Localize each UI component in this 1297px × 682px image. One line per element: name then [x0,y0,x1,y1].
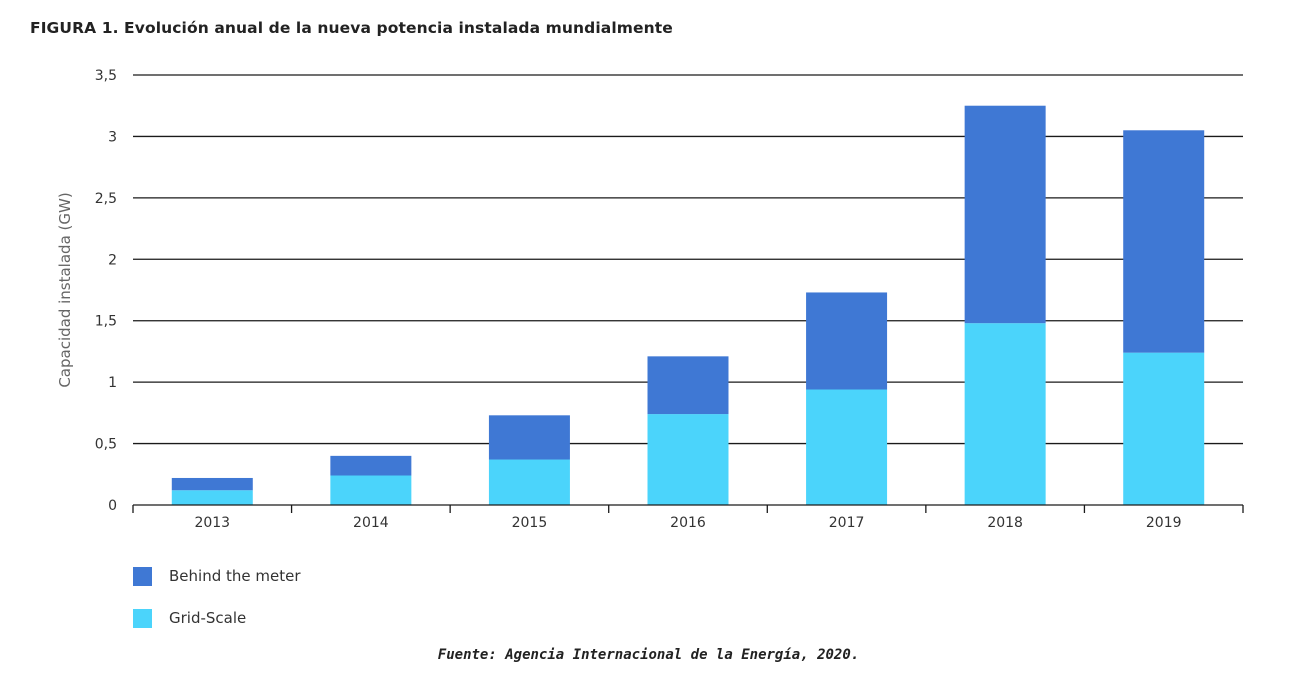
x-tick-label: 2018 [987,515,1023,531]
bar-behind-the-meter-2013 [171,477,253,491]
bar-grid-scale-2015 [488,459,570,505]
legend-item-behind-the-meter: Behind the meter [133,565,301,587]
y-tick-label: 2,5 [95,191,117,207]
x-tick-label: 2019 [1146,515,1182,531]
x-tick-label: 2013 [194,515,230,531]
bar-behind-the-meter-2017 [806,292,888,390]
y-tick-label: 3,5 [95,68,117,84]
bar-grid-scale-2016 [647,414,729,505]
x-tick-label: 2017 [829,515,865,531]
bar-grid-scale-2018 [964,323,1046,505]
x-tick-label: 2016 [670,515,706,531]
y-tick-label: 1 [108,375,117,391]
bar-grid-scale-2019 [1123,352,1205,505]
y-tick-label: 0,5 [95,437,117,453]
y-tick-labels: 0 0,5 1 1,5 2 2,5 3 3,5 [95,68,117,514]
legend-swatch-grid-scale [133,608,152,628]
bar-chart: 2013 2014 2015 2016 2017 2018 2019 0 0,5 1 1,5 2 2,… [56,68,1244,531]
bar-behind-the-meter-2015 [488,415,570,460]
y-tick-label: 3 [108,129,117,145]
y-tick-label: 1,5 [95,314,117,330]
x-axis: 2013 2014 2015 2016 2017 2018 2019 [132,504,1244,531]
legend-swatch-behind-the-meter [133,566,152,586]
y-tick-label: 2 [108,252,117,268]
bar-behind-the-meter-2018 [964,105,1046,324]
bars [171,105,1205,505]
legend-item-grid-scale: Grid-Scale [133,607,246,629]
figure-title: FIGURA 1. Evolución anual de la nueva po… [30,19,673,37]
bar-grid-scale-2014 [330,475,412,505]
x-tick-label: 2015 [512,515,548,531]
legend-label-behind-the-meter: Behind the meter [169,567,301,585]
source-note: Fuente: Agencia Internacional de la Ener… [437,647,860,663]
y-tick-label: 0 [108,498,117,514]
x-tick-label: 2014 [353,515,389,531]
bar-behind-the-meter-2014 [330,455,412,476]
bar-behind-the-meter-2019 [1123,130,1205,353]
legend-label-grid-scale: Grid-Scale [169,609,247,627]
y-axis-title: Capacidad instalada (GW) [56,192,74,387]
bar-grid-scale-2013 [171,490,253,505]
bar-grid-scale-2017 [806,389,888,505]
bar-behind-the-meter-2016 [647,356,729,415]
